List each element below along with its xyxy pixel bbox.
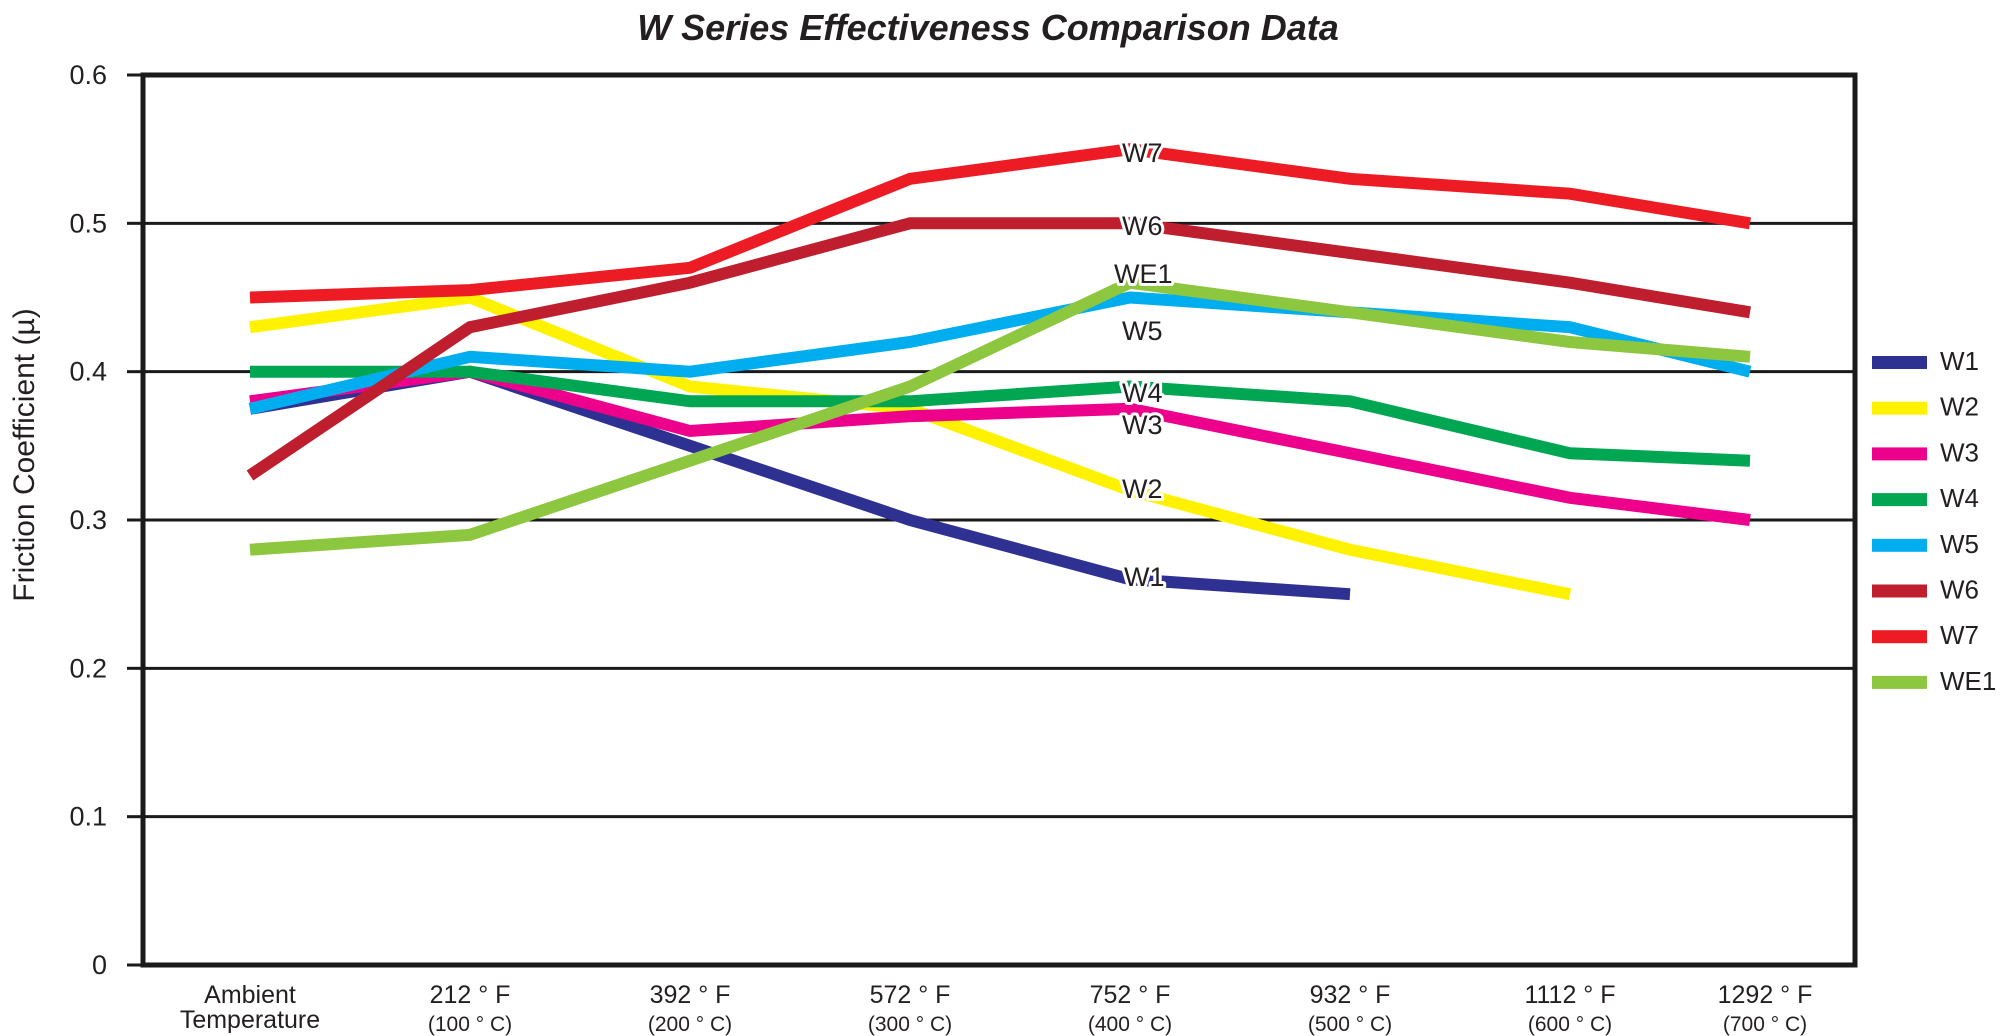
- legend-swatch-W7: [1872, 630, 1927, 644]
- x-tick-sublabel: (700 ° C): [1723, 1013, 1807, 1036]
- legend-label-W3: W3: [1940, 437, 1979, 467]
- legend: W1 W2 W3 W4 W5 W6 W7 WE1: [1872, 346, 1996, 696]
- y-tick-label: 0: [92, 950, 107, 980]
- legend-swatch-W3: [1872, 447, 1927, 461]
- x-tick-sublabel: (600 ° C): [1528, 1013, 1612, 1036]
- chart-title: W Series Effectiveness Comparison Data: [637, 7, 1339, 48]
- legend-label-W5: W5: [1940, 529, 1979, 559]
- legend-swatch-W2: [1872, 401, 1927, 415]
- y-tick-label: 0.6: [69, 60, 107, 90]
- x-tick-sublabel: (300 ° C): [868, 1013, 952, 1036]
- y-tick-label: 0.5: [69, 208, 107, 238]
- x-tick-label: Ambient: [204, 981, 296, 1009]
- series-label-W3: W3: [1122, 410, 1163, 440]
- x-tick-label: 1292 ° F: [1718, 981, 1813, 1009]
- x-tick-label: 212 ° F: [430, 981, 511, 1009]
- plot-border: [140, 72, 1858, 968]
- series-line-W6: [246, 217, 1751, 481]
- legend-swatch-W4: [1872, 493, 1927, 507]
- x-tick-sublabel: (200 ° C): [648, 1013, 732, 1036]
- series-label-W5: W5: [1122, 316, 1163, 346]
- plot-frame: [140, 72, 1858, 968]
- x-tick-sublabel: Temperature: [180, 1006, 320, 1034]
- series-label-W7: W7: [1122, 138, 1163, 168]
- series-label-W1: W1: [1124, 562, 1165, 592]
- x-tick-sublabel: (400 ° C): [1088, 1013, 1172, 1036]
- y-tick-label: 0.2: [69, 653, 107, 683]
- series-line-WE1: [249, 276, 1751, 556]
- legend-label-W4: W4: [1940, 483, 1979, 513]
- legend-swatch-W6: [1872, 584, 1927, 598]
- y-axis-title: Friction Coefficient (µ): [8, 308, 41, 601]
- series-label-WE1: WE1: [1114, 259, 1173, 289]
- x-tick-label: 392 ° F: [650, 981, 731, 1009]
- series-label-W6: W6: [1122, 211, 1163, 241]
- y-tick-label: 0.1: [69, 802, 107, 832]
- legend-label-WE1: WE1: [1940, 666, 1996, 696]
- y-tick-label: 0.3: [69, 505, 107, 535]
- x-tick-label: 572 ° F: [870, 981, 951, 1009]
- series-label-W2: W2: [1122, 474, 1163, 504]
- legend-label-W6: W6: [1940, 575, 1979, 605]
- y-tick-label: 0.4: [69, 357, 107, 387]
- gridlines: [127, 73, 1855, 967]
- x-tick-label: 1112 ° F: [1524, 981, 1615, 1009]
- legend-swatch-WE1: [1872, 675, 1927, 689]
- series-lines: [246, 143, 1752, 601]
- series-line-W5: [248, 291, 1752, 415]
- legend-swatch-W5: [1872, 538, 1927, 552]
- legend-label-W2: W2: [1940, 392, 1979, 422]
- x-tick-sublabel: (100 ° C): [428, 1013, 512, 1036]
- legend-label-W7: W7: [1940, 620, 1979, 650]
- legend-swatch-W1: [1872, 356, 1927, 369]
- series-line-W2: [249, 291, 1572, 601]
- x-tick-sublabel: (500 ° C): [1308, 1013, 1392, 1036]
- x-tick-label: 932 ° F: [1310, 981, 1391, 1009]
- series-label-W4: W4: [1122, 378, 1163, 408]
- legend-label-W1: W1: [1940, 346, 1979, 376]
- series-line-W4: [250, 365, 1751, 467]
- y-tick-labels: 0.6 0.5 0.4 0.3 0.2 0.1 0: [69, 60, 107, 980]
- x-tick-label: 752 ° F: [1090, 981, 1171, 1009]
- series-line-W7: [249, 143, 1751, 304]
